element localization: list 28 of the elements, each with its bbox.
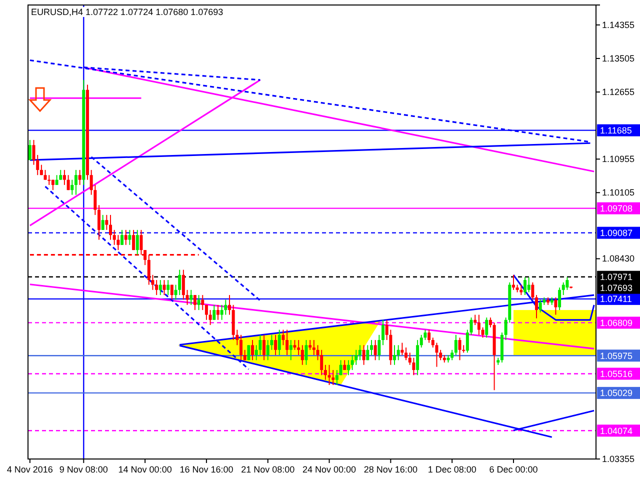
y-tick-label: 1.10105 (602, 188, 635, 198)
y-tick-label: 1.03355 (602, 454, 635, 464)
ref-line-label: 1.07411 (600, 294, 632, 304)
x-tick-label: 9 Nov 08:00 (59, 464, 108, 474)
ref-line-label: 1.09708 (600, 203, 633, 214)
chart-title: EURUSD,H4 1.07722 1.07724 1.07680 1.07693 (31, 7, 224, 17)
x-tick-label: 28 Nov 16:00 (364, 464, 418, 474)
ref-line-label: 1.09087 (600, 228, 633, 238)
ref-line-label: 1.07971 (600, 272, 633, 282)
ref-line-label: 1.06809 (600, 318, 633, 328)
x-tick-label: 16 Nov 16:00 (180, 464, 234, 474)
y-tick-label: 1.12655 (602, 86, 635, 97)
y-tick-label: 1.10955 (602, 154, 635, 164)
ref-line-label: 1.11685 (600, 125, 632, 136)
x-tick-label: 21 Nov 08:00 (241, 464, 295, 474)
x-tick-label: 1 Dec 08:00 (428, 464, 476, 474)
x-tick-label: 6 Dec 00:00 (489, 464, 538, 474)
ref-line-label: 1.05029 (600, 388, 633, 398)
x-tick-label: 14 Nov 00:00 (118, 464, 172, 474)
x-tick-label: 24 Nov 00:00 (302, 464, 356, 474)
y-tick-label: 1.13505 (602, 53, 635, 64)
text: 1.07693 (600, 282, 633, 293)
x-tick-label: 4 Nov 2016 (6, 464, 53, 474)
ref-line-label: 1.05975 (600, 350, 633, 361)
y-tick-label: 1.08430 (602, 254, 635, 264)
ref-line-label: 1.05516 (600, 368, 633, 379)
y-tick-label: 1.14355 (602, 20, 635, 30)
ref-line-label: 1.04074 (600, 426, 633, 436)
